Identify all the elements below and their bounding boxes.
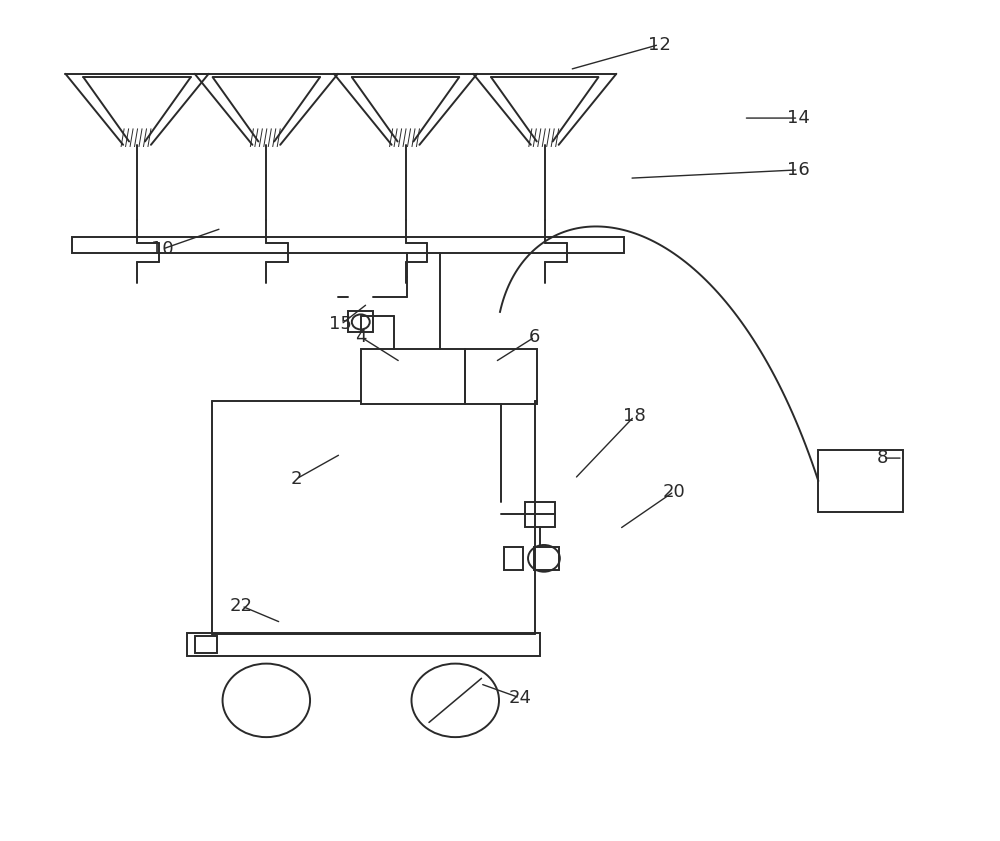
Text: 22: 22 — [230, 597, 253, 615]
Text: 2: 2 — [290, 470, 302, 488]
Bar — [504, 547, 523, 570]
Text: 20: 20 — [663, 483, 685, 500]
Text: 24: 24 — [508, 689, 531, 707]
Text: 12: 12 — [648, 35, 671, 54]
Bar — [525, 501, 555, 526]
Text: 14: 14 — [787, 109, 810, 127]
Text: 18: 18 — [623, 407, 646, 426]
Bar — [348, 311, 373, 332]
Text: 15: 15 — [329, 315, 352, 333]
Text: 16: 16 — [787, 161, 810, 179]
Bar — [818, 450, 903, 512]
Text: 4: 4 — [355, 328, 367, 346]
Text: 10: 10 — [151, 241, 173, 258]
Bar — [72, 236, 624, 253]
Text: 8: 8 — [877, 449, 889, 467]
Bar — [195, 636, 217, 653]
Bar — [534, 547, 559, 570]
Bar — [465, 350, 537, 404]
Text: 6: 6 — [529, 328, 540, 346]
Bar — [187, 632, 540, 656]
Bar — [361, 350, 465, 404]
